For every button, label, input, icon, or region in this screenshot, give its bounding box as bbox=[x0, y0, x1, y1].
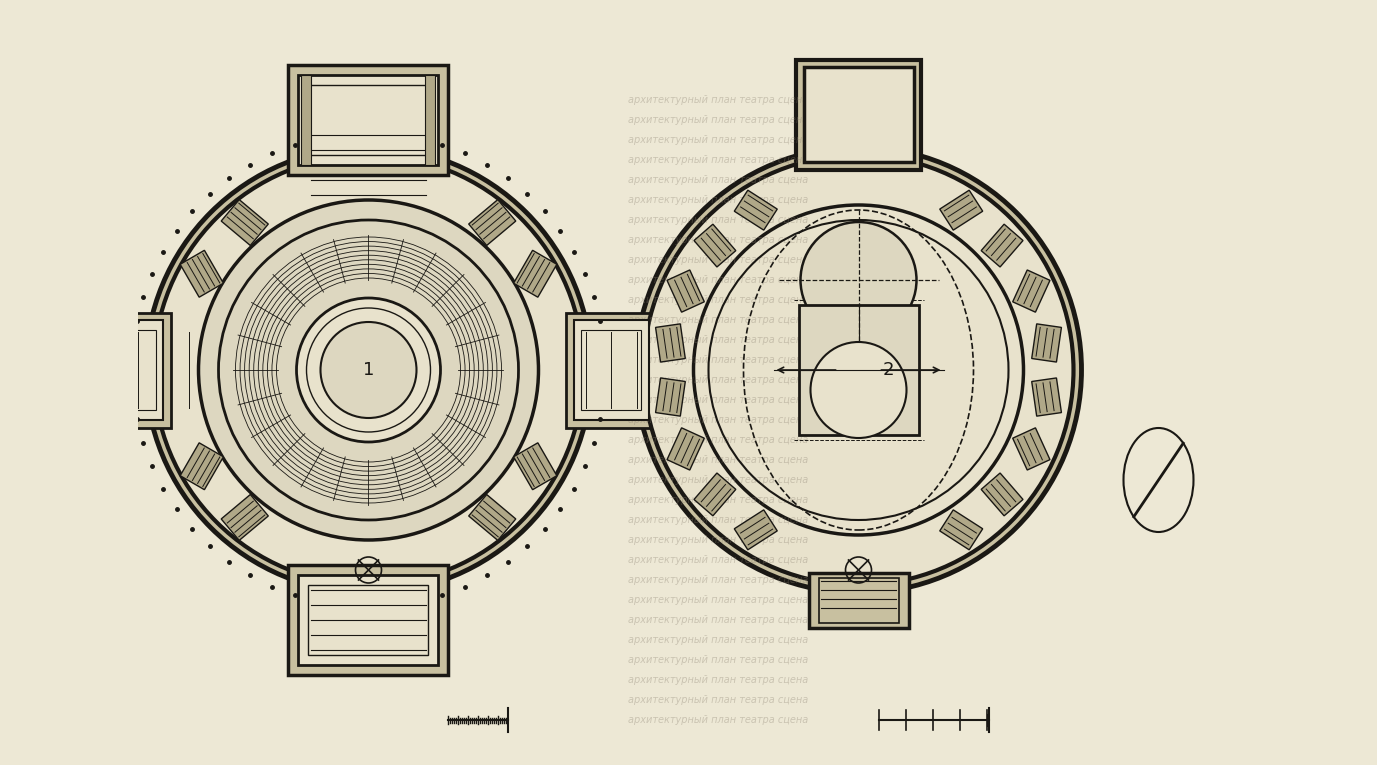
Bar bbox=[799, 305, 918, 435]
Text: архитектурный план театра сцена: архитектурный план театра сцена bbox=[628, 315, 808, 325]
Text: архитектурный план театра сцена: архитектурный план театра сцена bbox=[628, 215, 808, 225]
Text: архитектурный план театра сцена: архитектурный план театра сцена bbox=[628, 355, 808, 365]
Text: архитектурный план театра сцена: архитектурный план театра сцена bbox=[628, 415, 808, 425]
Ellipse shape bbox=[636, 147, 1081, 593]
Bar bbox=[308, 585, 428, 655]
Bar bbox=[581, 330, 642, 410]
Bar bbox=[425, 75, 435, 165]
Ellipse shape bbox=[146, 147, 592, 593]
Bar bbox=[302, 75, 311, 165]
Ellipse shape bbox=[643, 155, 1074, 585]
Bar bbox=[804, 67, 913, 162]
Bar bbox=[289, 65, 449, 175]
Text: архитектурный план театра сцена: архитектурный план театра сцена bbox=[628, 675, 808, 685]
Text: архитектурный план театра сцена: архитектурный план театра сцена bbox=[628, 375, 808, 385]
Bar bbox=[982, 224, 1023, 267]
Bar bbox=[655, 324, 686, 362]
Ellipse shape bbox=[694, 205, 1023, 535]
Text: архитектурный план театра сцена: архитектурный план театра сцена bbox=[628, 695, 808, 705]
Bar bbox=[468, 200, 516, 246]
Text: архитектурный план театра сцена: архитектурный план театра сцена bbox=[628, 535, 808, 545]
Text: архитектурный план театра сцена: архитектурный план театра сцена bbox=[628, 295, 808, 305]
Text: архитектурный план театра сцена: архитектурный план театра сцена bbox=[628, 475, 808, 485]
Bar bbox=[308, 85, 428, 155]
Bar bbox=[818, 578, 899, 623]
Bar bbox=[808, 573, 909, 628]
Text: архитектурный план театра сцена: архитектурный план театра сцена bbox=[628, 595, 808, 605]
Bar bbox=[666, 270, 704, 312]
Text: архитектурный план театра сцена: архитектурный план театра сцена bbox=[628, 615, 808, 625]
Bar bbox=[734, 190, 777, 230]
Text: архитектурный план театра сцена: архитектурный план театра сцена bbox=[628, 555, 808, 565]
Ellipse shape bbox=[198, 200, 538, 540]
Bar bbox=[88, 320, 164, 420]
Text: архитектурный план театра сцена: архитектурный план театра сцена bbox=[628, 335, 808, 345]
Bar bbox=[694, 224, 735, 267]
Text: 2: 2 bbox=[883, 361, 894, 379]
Bar bbox=[796, 60, 921, 170]
Bar bbox=[694, 473, 735, 516]
Bar bbox=[299, 575, 438, 665]
Text: архитектурный план театра сцена: архитектурный план театра сцена bbox=[628, 715, 808, 725]
Text: архитектурный план театра сцена: архитектурный план театра сцена bbox=[628, 395, 808, 405]
Text: архитектурный план театра сцена: архитектурный план театра сцена bbox=[628, 115, 808, 125]
Ellipse shape bbox=[219, 220, 519, 520]
Text: архитектурный план театра сцена: архитектурный план театра сцена bbox=[628, 435, 808, 445]
Bar bbox=[299, 75, 438, 165]
Ellipse shape bbox=[296, 298, 441, 442]
Text: архитектурный план театра сцена: архитектурный план театра сцена bbox=[628, 515, 808, 525]
Bar bbox=[514, 250, 556, 298]
Text: архитектурный план театра сцена: архитектурный план театра сцена bbox=[628, 275, 808, 285]
Bar bbox=[734, 509, 777, 550]
Bar bbox=[180, 443, 223, 490]
Bar bbox=[982, 473, 1023, 516]
Bar bbox=[939, 509, 983, 550]
Text: архитектурный план театра сцена: архитектурный план театра сцена bbox=[628, 155, 808, 165]
Bar bbox=[1031, 324, 1062, 362]
Bar bbox=[222, 200, 269, 246]
Text: архитектурный план театра сцена: архитектурный план театра сцена bbox=[628, 135, 808, 145]
Bar bbox=[939, 190, 983, 230]
Bar bbox=[1012, 428, 1051, 470]
Bar bbox=[573, 320, 649, 420]
Bar bbox=[655, 378, 686, 416]
Text: архитектурный план театра сцена: архитектурный план театра сцена bbox=[628, 635, 808, 645]
Bar bbox=[81, 312, 171, 428]
Text: архитектурный план театра сцена: архитектурный план театра сцена bbox=[628, 655, 808, 665]
Text: архитектурный план театра сцена: архитектурный план театра сцена bbox=[628, 235, 808, 245]
Bar bbox=[222, 494, 269, 540]
Text: архитектурный план театра сцена: архитектурный план театра сцена bbox=[628, 455, 808, 465]
Text: архитектурный план театра сцена: архитектурный план театра сцена bbox=[628, 95, 808, 105]
Ellipse shape bbox=[321, 322, 416, 418]
Bar bbox=[289, 565, 449, 675]
Text: архитектурный план театра сцена: архитектурный план театра сцена bbox=[628, 255, 808, 265]
Bar bbox=[666, 428, 704, 470]
Ellipse shape bbox=[153, 155, 584, 585]
Bar bbox=[180, 250, 223, 298]
Text: архитектурный план театра сцена: архитектурный план театра сцена bbox=[628, 175, 808, 185]
Text: архитектурный план театра сцена: архитектурный план театра сцена bbox=[628, 495, 808, 505]
Bar bbox=[514, 443, 556, 490]
Bar bbox=[1031, 378, 1062, 416]
Text: 1: 1 bbox=[362, 361, 375, 379]
Ellipse shape bbox=[800, 222, 917, 338]
Bar bbox=[1012, 270, 1051, 312]
Text: архитектурный план театра сцена: архитектурный план театра сцена bbox=[628, 195, 808, 205]
Ellipse shape bbox=[811, 342, 906, 438]
Text: архитектурный план театра сцена: архитектурный план театра сцена bbox=[628, 575, 808, 585]
Bar bbox=[96, 330, 156, 410]
Bar bbox=[566, 312, 655, 428]
Bar bbox=[468, 494, 516, 540]
